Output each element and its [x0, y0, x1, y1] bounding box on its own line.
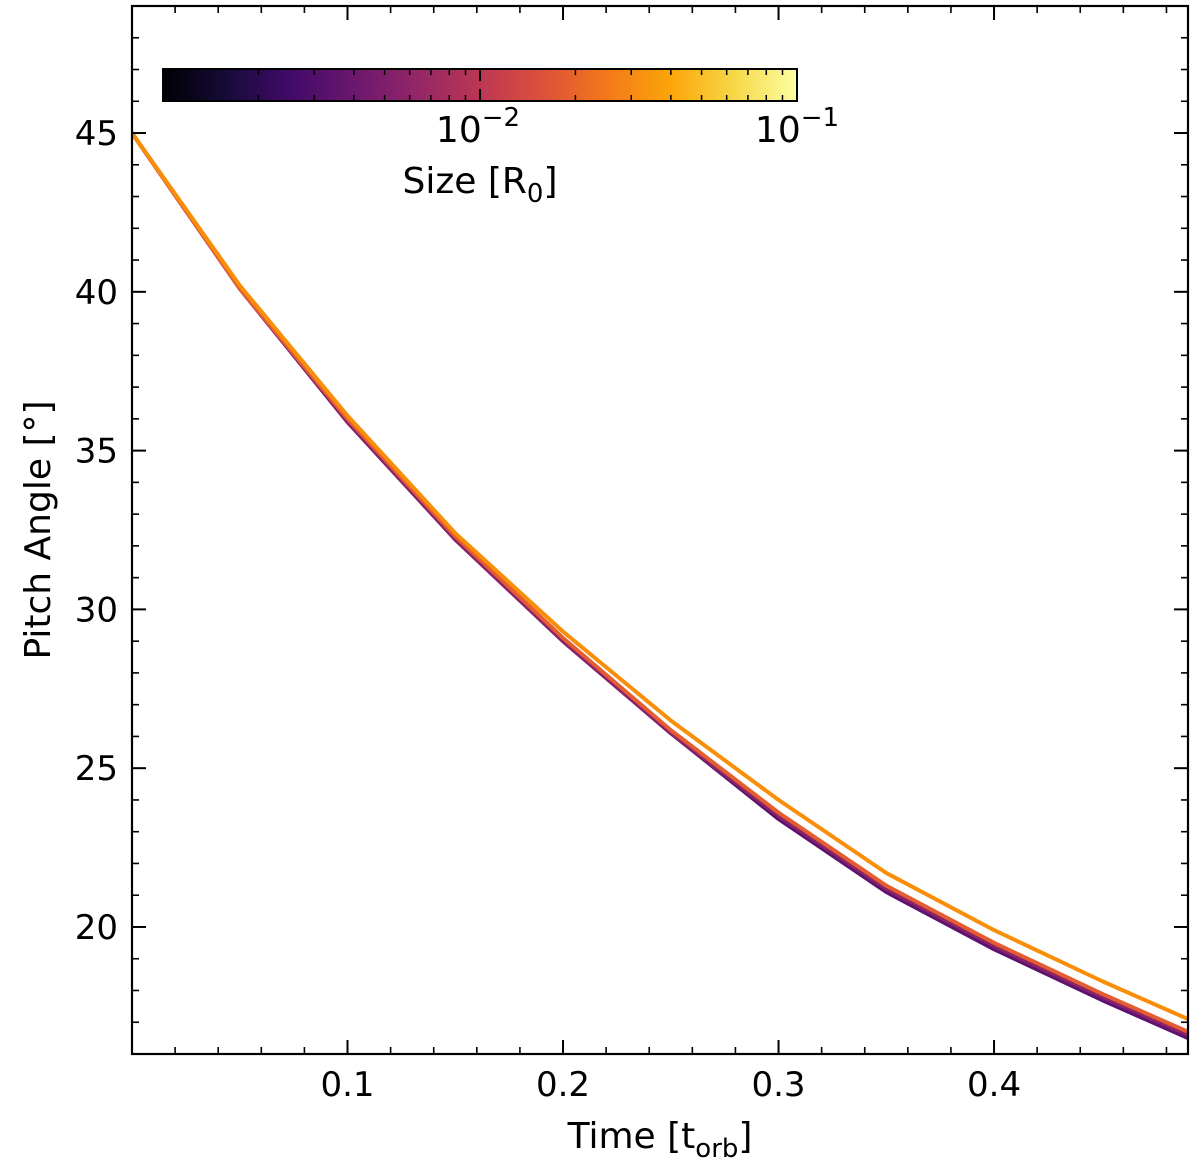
series-line-3 — [132, 131, 1188, 1022]
y-tick-label: 25 — [75, 749, 118, 789]
series-layer — [132, 131, 1188, 1041]
colorbar-tick-label-1e-2: 10−2 — [436, 103, 520, 151]
colorbar-ticks — [257, 69, 798, 101]
colorbar-label: Size [R0] — [403, 161, 558, 209]
y-tick-label: 40 — [75, 273, 118, 313]
series-line-2 — [132, 131, 1188, 1034]
tick-marks — [132, 5, 1188, 1055]
x-axis-label: Time [torb] — [567, 1116, 753, 1164]
x-tick-label: 0.3 — [751, 1065, 805, 1105]
colorbar: 10−2 10−1 Size [R0] — [162, 68, 839, 209]
y-tick-label: 45 — [75, 114, 118, 154]
axes-frame — [130, 4, 1190, 1056]
x-tick-label: 0.1 — [320, 1065, 374, 1105]
x-tick-label: 0.2 — [536, 1065, 590, 1105]
tick-labels: 0.1 0.2 0.3 0.4 20 25 30 35 40 45 — [75, 114, 1021, 1105]
series-line-0 — [132, 131, 1188, 1041]
y-axis-label: Pitch Angle [°] — [18, 400, 59, 659]
x-tick-label: 0.4 — [967, 1065, 1021, 1105]
colorbar-tick-label-1e-1: 10−1 — [755, 103, 839, 151]
y-tick-label: 35 — [75, 432, 118, 472]
y-tick-label: 30 — [75, 590, 118, 630]
series-line-1 — [132, 131, 1188, 1037]
y-tick-label: 20 — [75, 908, 118, 948]
